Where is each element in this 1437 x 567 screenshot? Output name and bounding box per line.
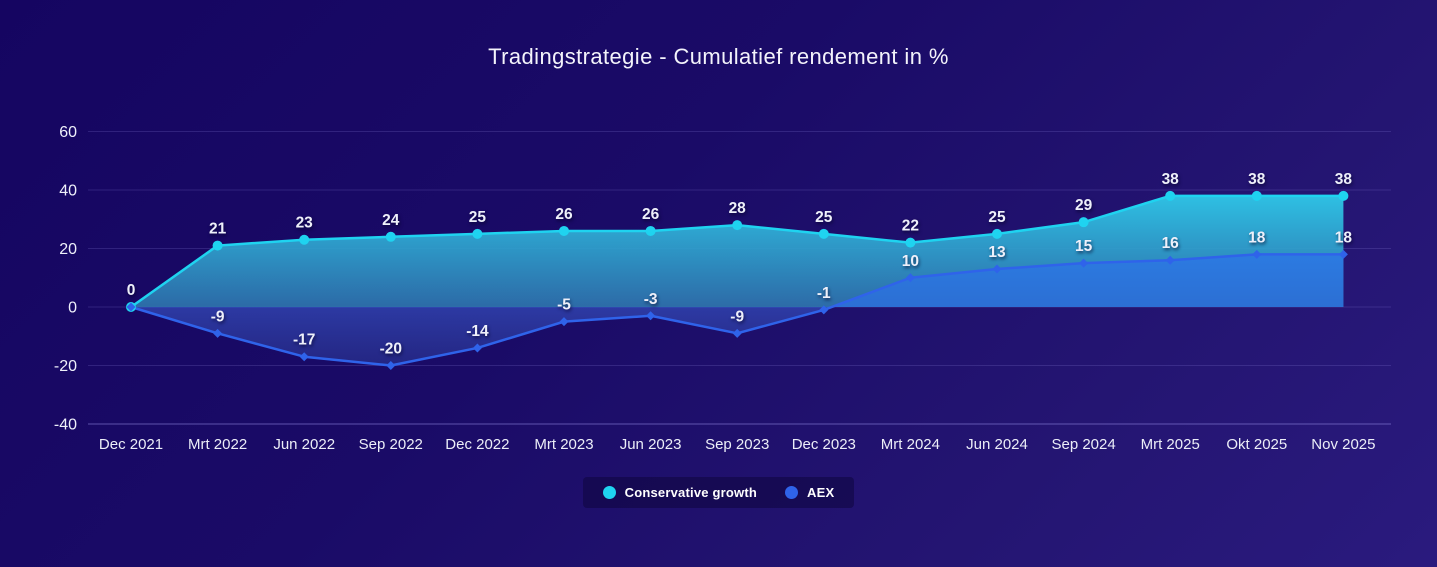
x-tick-label: Okt 2025 [1226,436,1287,453]
legend-label-conservative-growth: Conservative growth [624,485,758,500]
x-tick-label: Mrt 2022 [188,436,247,453]
marker-conservative-growth[interactable] [212,240,223,251]
marker-conservative-growth[interactable] [1165,190,1176,201]
marker-aex[interactable] [386,361,396,370]
legend-pill: Conservative growth AEX [582,477,855,508]
data-label-conservative-growth: 24 [382,212,400,229]
x-tick-label: Jun 2022 [273,436,335,453]
x-tick-label: Sep 2023 [705,436,769,453]
marker-conservative-growth[interactable] [818,228,829,239]
x-tick-label: Mrt 2023 [534,436,593,453]
marker-aex[interactable] [1079,258,1089,268]
marker-conservative-growth[interactable] [299,234,310,245]
marker-conservative-growth[interactable] [645,225,656,236]
data-label-aex: -9 [211,308,225,325]
marker-aex[interactable] [992,264,1002,274]
data-label-aex: -1 [817,285,831,302]
data-label-conservative-growth: 0 [127,282,136,299]
data-label-aex: -9 [730,308,744,325]
data-label-conservative-growth: 21 [209,221,227,238]
legend-swatch-conservative-growth-icon [602,486,616,499]
x-tick-label: Dec 2021 [99,436,163,453]
data-label-aex: -17 [293,332,315,349]
legend-item-aex[interactable]: AEX [785,485,834,500]
data-label-conservative-growth: 25 [815,209,833,226]
legend-label-aex: AEX [807,485,835,500]
marker-aex[interactable] [905,273,915,283]
data-label-conservative-growth: 25 [988,209,1006,226]
y-tick-label: -20 [54,358,77,375]
marker-conservative-growth[interactable] [1338,190,1349,201]
data-label-conservative-growth: 23 [296,215,314,232]
area-aex [131,254,1344,366]
marker-aex[interactable] [1338,249,1348,259]
x-tick-label: Dec 2022 [445,436,509,453]
marker-conservative-growth[interactable] [472,228,483,239]
data-label-aex: 18 [1248,229,1266,246]
data-label-aex: -20 [380,341,402,358]
x-tick-label: Sep 2024 [1051,436,1115,453]
data-label-aex: 16 [1162,235,1180,252]
legend-swatch-aex-icon [785,486,799,499]
marker-conservative-growth[interactable] [385,231,396,242]
x-tick-label: Jun 2023 [620,436,682,453]
data-label-conservative-growth: 22 [902,218,919,235]
data-label-aex: -14 [466,323,489,340]
x-tick-label: Dec 2023 [792,436,856,453]
data-label-conservative-growth: 28 [729,200,747,217]
y-tick-label: 40 [59,183,77,200]
marker-conservative-growth[interactable] [905,237,916,248]
data-label-aex: 18 [1335,229,1353,246]
x-tick-label: Mrt 2024 [881,436,940,453]
data-label-conservative-growth: 38 [1248,171,1266,188]
y-tick-label: 0 [68,300,77,317]
marker-conservative-growth[interactable] [992,228,1002,239]
marker-aex[interactable] [213,328,223,338]
y-tick-label: -40 [54,417,77,434]
x-tick-label: Sep 2022 [359,436,423,453]
x-tick-label: Jun 2024 [966,436,1028,453]
data-label-conservative-growth: 38 [1162,171,1180,188]
y-tick-label: 20 [59,241,77,258]
marker-aex[interactable] [1252,249,1262,259]
x-tick-label: Mrt 2025 [1141,436,1200,453]
marker-aex[interactable] [732,328,742,338]
data-label-aex: 15 [1075,238,1093,255]
data-label-conservative-growth: 29 [1075,197,1093,214]
marker-conservative-growth[interactable] [1251,190,1262,201]
data-label-aex: 10 [902,253,919,270]
marker-aex[interactable] [559,317,569,327]
marker-aex[interactable] [472,343,482,353]
chart-title: Tradingstrategie - Cumulatief rendement … [488,44,949,69]
marker-aex[interactable] [299,352,309,362]
data-label-conservative-growth: 25 [469,209,487,226]
marker-conservative-growth[interactable] [559,225,569,236]
data-label-aex: -5 [557,297,571,314]
data-label-aex: -3 [644,291,658,308]
chart-legend: Conservative growth AEX [0,477,1437,508]
marker-aex[interactable] [646,311,656,321]
marker-conservative-growth[interactable] [732,220,743,231]
data-label-conservative-growth: 26 [642,206,660,223]
marker-aex[interactable] [126,302,136,312]
marker-aex[interactable] [819,305,829,315]
y-tick-label: 60 [59,124,77,141]
x-tick-label: Nov 2025 [1311,436,1375,453]
marker-conservative-growth[interactable] [1078,217,1089,228]
data-label-conservative-growth: 26 [555,206,573,223]
data-label-conservative-growth: 38 [1335,171,1353,188]
data-label-aex: 13 [988,244,1006,261]
legend-item-conservative-growth[interactable]: Conservative growth [602,485,758,500]
marker-aex[interactable] [1165,255,1175,265]
